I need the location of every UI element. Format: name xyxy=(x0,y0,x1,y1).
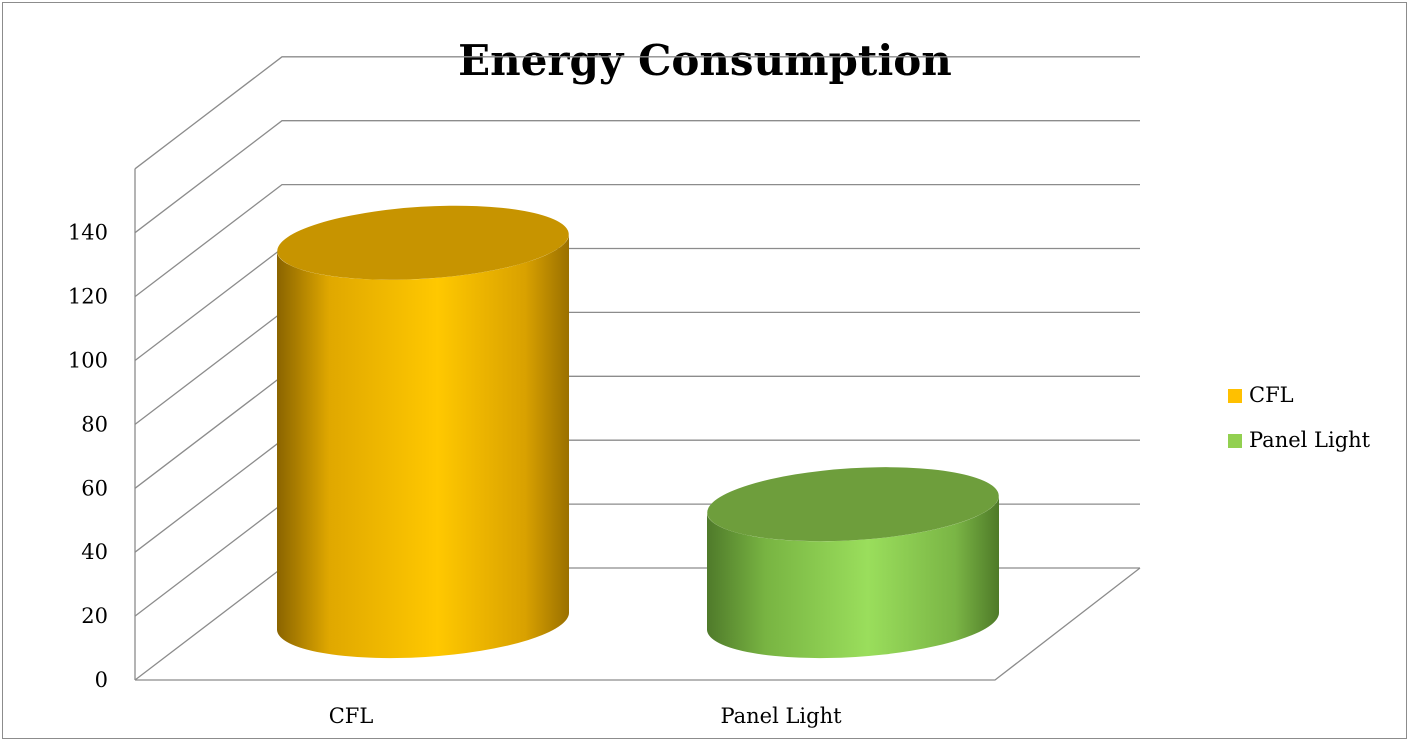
y-tick-label: 140 xyxy=(68,221,108,245)
legend-label: Panel Light xyxy=(1249,428,1371,452)
legend: CFL Panel Light xyxy=(1228,383,1371,452)
chart-title-group: Energy Consumption xyxy=(458,36,952,85)
category-labels: CFL Panel Light xyxy=(329,704,842,728)
bar-body xyxy=(277,233,570,659)
floor-edge xyxy=(135,567,1141,681)
bar-body xyxy=(707,495,1000,659)
legend-swatch xyxy=(1228,389,1242,403)
bar-cfl xyxy=(277,205,570,659)
y-tick-label: 0 xyxy=(95,668,108,692)
chart-title: Energy Consumption xyxy=(458,36,952,85)
bar-top xyxy=(707,467,999,542)
x-category-label: CFL xyxy=(329,704,374,728)
gridline xyxy=(134,183,1140,298)
y-tick-label: 60 xyxy=(81,476,108,500)
back-wall-top xyxy=(134,56,1140,170)
y-tick-label: 40 xyxy=(81,540,108,564)
gridline xyxy=(134,120,1140,234)
y-tick-label: 100 xyxy=(68,349,108,373)
bar-panel-light xyxy=(707,467,1000,659)
y-tick-label: 80 xyxy=(81,412,108,436)
legend-swatch xyxy=(1228,434,1242,448)
y-tick-label: 20 xyxy=(81,604,108,628)
y-tick-label: 120 xyxy=(68,285,108,309)
legend-label: CFL xyxy=(1249,383,1294,407)
y-tick-labels: 0 20 40 60 80 100 120 140 xyxy=(68,221,108,692)
x-category-label: Panel Light xyxy=(720,704,842,728)
bars-group xyxy=(277,205,1000,659)
bar-top xyxy=(277,205,569,280)
